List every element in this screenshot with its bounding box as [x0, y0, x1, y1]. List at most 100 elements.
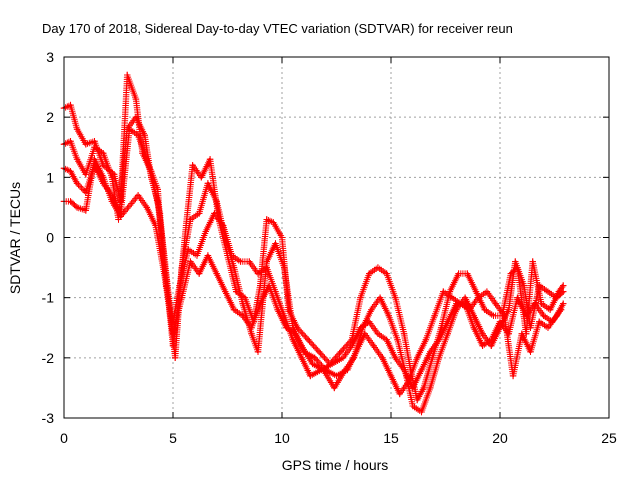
series-track-c: [60, 126, 565, 392]
data-point: [357, 294, 364, 301]
y-tick-label: 3: [46, 49, 54, 65]
data-point: [91, 156, 98, 163]
y-tick-label: -1: [42, 290, 55, 306]
data-point: [156, 210, 164, 217]
data-point: [67, 101, 74, 109]
data-point: [248, 330, 255, 337]
data-point: [176, 282, 183, 289]
data-point: [385, 312, 393, 319]
data-point: [132, 95, 140, 103]
data-point: [195, 210, 203, 217]
data-point: [400, 366, 408, 374]
data-point: [361, 330, 369, 337]
data-point: [560, 282, 567, 289]
x-tick-label: 5: [169, 430, 177, 446]
data-point: [472, 288, 480, 295]
data-point: [455, 270, 462, 277]
data-point: [331, 384, 338, 392]
data-point: [311, 354, 318, 362]
y-axis-label: SDTVAR / TECUs: [7, 182, 23, 294]
data-point: [272, 240, 279, 247]
data-point: [100, 174, 107, 181]
data-point: [420, 384, 427, 392]
data-point: [370, 342, 377, 349]
data-point: [283, 324, 290, 331]
data-point: [304, 336, 312, 343]
data-point: [274, 306, 281, 313]
data-point: [233, 288, 240, 295]
data-point: [400, 330, 408, 337]
chart-title: Day 170 of 2018, Sidereal Day-to-day VTE…: [42, 21, 513, 36]
data-point: [505, 306, 512, 313]
data-point: [475, 294, 482, 301]
plus-markers-track-d: [60, 156, 567, 398]
data-point: [237, 258, 244, 265]
x-tick-label: 20: [492, 430, 508, 446]
data-point: [246, 258, 253, 265]
data-point: [387, 372, 395, 380]
data-point: [333, 372, 340, 380]
data-point: [263, 258, 270, 265]
data-point: [488, 336, 495, 343]
data-point: [187, 216, 194, 223]
data-point: [228, 252, 236, 259]
data-point: [435, 354, 443, 362]
data-point: [444, 330, 451, 337]
data-point: [134, 192, 142, 199]
data-point: [536, 282, 543, 289]
series-track-b: [60, 113, 567, 416]
data-point: [322, 366, 329, 374]
data-point: [108, 198, 116, 205]
data-point: [67, 198, 74, 205]
y-tick-label: 2: [46, 109, 54, 125]
data-point: [553, 312, 560, 319]
data-point: [529, 258, 536, 265]
data-point: [328, 360, 336, 368]
data-point: [248, 324, 255, 331]
data-point: [509, 372, 517, 380]
data-point: [470, 324, 478, 331]
x-tick-label: 10: [274, 430, 290, 446]
data-point: [383, 270, 390, 277]
data-point: [392, 294, 399, 301]
data-point: [522, 312, 530, 319]
data-point: [560, 300, 567, 307]
axis-ticks: 0 5 10 15 20 25 -3 -2 -1 0 1 2 3: [42, 49, 617, 446]
data-point: [211, 210, 218, 217]
data-point: [527, 324, 534, 331]
plus-markers-track-b: [60, 114, 567, 416]
data-point: [413, 396, 421, 404]
data-point: [315, 348, 323, 356]
data-point: [540, 312, 547, 319]
data-point: [464, 270, 471, 277]
data-point: [307, 372, 314, 380]
data-point: [263, 216, 270, 223]
data-point: [518, 330, 525, 337]
x-tick-label: 25: [601, 430, 617, 446]
data-point: [254, 348, 262, 356]
data-point: [527, 348, 534, 356]
data-point: [73, 180, 81, 187]
data-point: [457, 300, 464, 307]
data-point: [409, 384, 416, 392]
data-point: [394, 336, 401, 343]
data-points-layer: [60, 71, 567, 416]
data-point: [100, 150, 107, 157]
data-point: [348, 342, 355, 349]
data-point: [479, 342, 486, 349]
data-point: [392, 354, 399, 362]
data-point: [553, 294, 560, 301]
data-point: [376, 294, 384, 301]
data-point: [492, 300, 499, 307]
data-point: [514, 294, 521, 301]
data-point: [73, 204, 81, 211]
data-point: [169, 330, 177, 337]
data-point: [198, 174, 205, 181]
data-point: [195, 270, 203, 277]
data-point: [501, 312, 508, 319]
data-point: [239, 300, 246, 307]
data-point: [429, 354, 436, 362]
data-point: [531, 300, 539, 307]
data-point: [73, 126, 81, 133]
